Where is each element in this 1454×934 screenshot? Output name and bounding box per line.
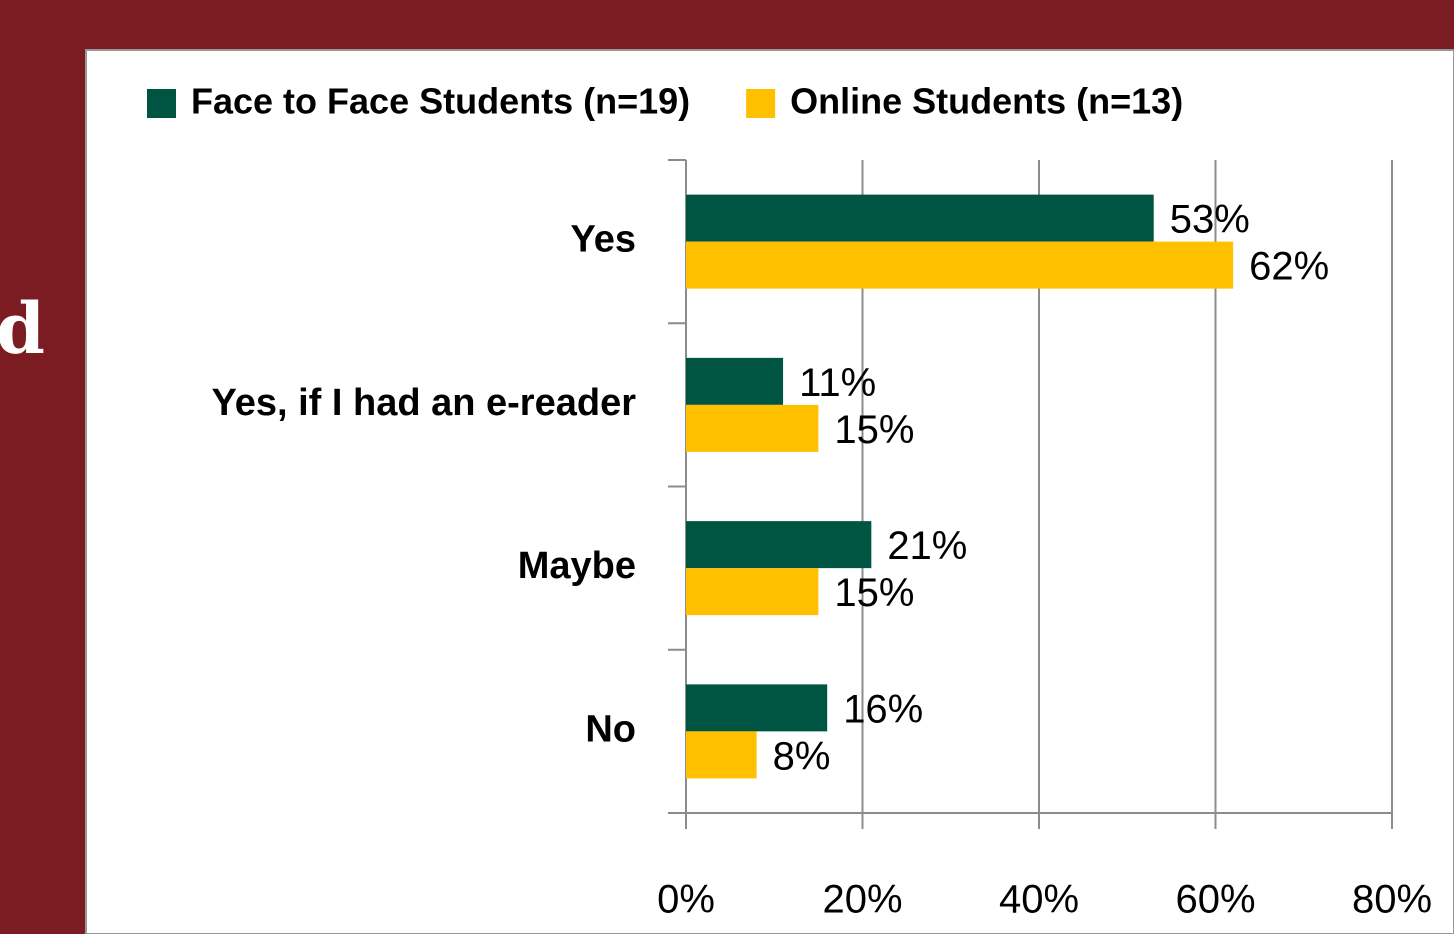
y-tick-label: No <box>585 708 636 750</box>
legend-label: Online Students (n=13) <box>790 81 1183 122</box>
bar <box>686 521 872 569</box>
y-tick-label: Maybe <box>518 545 636 587</box>
bar <box>686 404 819 452</box>
bar <box>686 731 757 779</box>
data-label: 15% <box>834 408 914 452</box>
data-label: 15% <box>834 571 914 615</box>
legend-swatch <box>147 89 176 118</box>
x-tick-label: 80% <box>1352 878 1432 922</box>
bar <box>686 194 1154 242</box>
bar <box>686 357 784 405</box>
data-label: 21% <box>887 524 967 568</box>
data-label: 53% <box>1170 198 1250 242</box>
data-label: 16% <box>843 687 923 731</box>
chart-panel <box>85 49 1454 934</box>
data-label: 11% <box>799 361 876 405</box>
x-tick-label: 60% <box>1175 878 1255 922</box>
data-label: 8% <box>773 734 831 778</box>
background-text: d <box>0 287 45 370</box>
bar <box>686 568 819 616</box>
x-tick-label: 0% <box>657 878 715 922</box>
bar <box>686 241 1234 289</box>
legend-label: Face to Face Students (n=19) <box>191 81 690 122</box>
x-tick-label: 20% <box>822 878 902 922</box>
data-label: 62% <box>1249 245 1329 289</box>
legend-swatch <box>746 89 776 118</box>
y-tick-label: Yes <box>570 219 636 261</box>
y-tick-label: Yes, if I had an e-reader <box>211 382 636 424</box>
bar <box>686 684 828 732</box>
x-tick-label: 40% <box>999 878 1079 922</box>
